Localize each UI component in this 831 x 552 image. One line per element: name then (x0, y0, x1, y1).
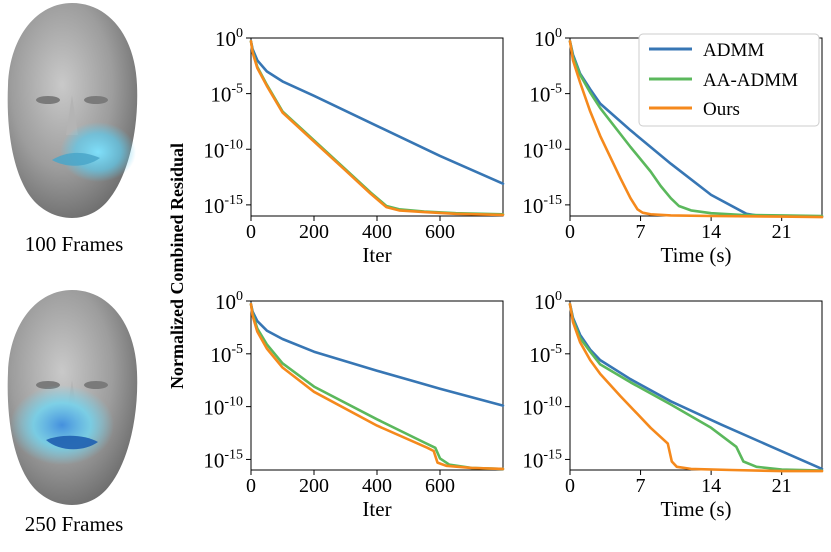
series-line-admm (249, 39, 505, 185)
series-line-aa-admm (568, 39, 824, 218)
legend: ADMM AA-ADMM Ours (638, 33, 820, 127)
x-axis-label: Iter (362, 497, 391, 521)
x-tick-label: 21 (772, 221, 792, 243)
y-tick-label: 10-10 (522, 137, 562, 162)
y-tick-exponent: -10 (224, 395, 243, 410)
y-tick-label: 10-5 (529, 342, 562, 367)
caption-100-frames: 100 Frames (24, 232, 124, 256)
x-axis-label: Time (s) (661, 497, 732, 521)
x-tick-label: 600 (425, 221, 455, 243)
x-axis-label: Iter (362, 243, 391, 267)
legend-entry-aa-admm: AA-ADMM (649, 70, 798, 91)
x-tick-label: 14 (701, 475, 721, 497)
y-tick-label: 10-15 (522, 193, 562, 218)
x-tick-label: 600 (425, 475, 455, 497)
y-tick-exponent: -5 (231, 342, 243, 357)
series-line-aa-admm (249, 302, 505, 471)
y-tick-label: 10-5 (210, 342, 243, 367)
legend-label-ours: Ours (703, 99, 740, 120)
x-tick-label: 0 (565, 475, 575, 497)
y-tick-exponent: -5 (550, 342, 562, 357)
series-line-admm (249, 302, 505, 407)
y-tick-exponent: -10 (543, 395, 562, 410)
y-tick-label: 10-5 (210, 82, 243, 107)
y-tick-exponent: 0 (236, 289, 243, 304)
x-tick-label: 21 (772, 475, 792, 497)
series-line-aa-admm (249, 39, 505, 216)
series-line-ours (249, 39, 505, 217)
y-tick-label: 10-15 (522, 447, 562, 472)
face-render-100-frames (7, 3, 138, 218)
axes-frame (569, 300, 823, 471)
x-tick-label: 7 (636, 221, 646, 243)
face-render-250-frames (7, 290, 138, 505)
x-axis-label: Time (s) (661, 243, 732, 267)
caption-250-frames: 250 Frames (24, 512, 124, 536)
x-tick-label: 0 (246, 221, 256, 243)
x-tick-label: 0 (246, 475, 256, 497)
legend-entry-admm: ADMM (649, 40, 764, 61)
series-line-aa-admm (568, 302, 824, 472)
series-line-admm (568, 302, 824, 471)
y-tick-exponent: -10 (224, 137, 243, 152)
legend-entry-ours: Ours (649, 99, 740, 120)
y-tick-label: 100 (534, 26, 562, 51)
shared-ylabel: Normalized Combined Residual (167, 143, 187, 389)
x-tick-label: 400 (362, 221, 392, 243)
y-tick-exponent: 0 (236, 26, 243, 41)
y-tick-exponent: -5 (550, 82, 562, 97)
y-tick-label: 10-10 (203, 137, 243, 162)
y-tick-exponent: -15 (543, 193, 562, 208)
legend-label-aa-admm: AA-ADMM (703, 70, 798, 91)
axes-frame (250, 300, 504, 471)
x-tick-label: 7 (636, 475, 646, 497)
y-tick-exponent: -15 (224, 447, 243, 462)
legend-label-admm: ADMM (703, 40, 764, 61)
x-tick-label: 14 (701, 221, 721, 243)
y-tick-exponent: -15 (543, 447, 562, 462)
series-line-ours (568, 302, 824, 473)
y-tick-label: 100 (215, 289, 243, 314)
y-tick-exponent: -15 (224, 193, 243, 208)
y-tick-exponent: -10 (543, 137, 562, 152)
y-tick-label: 10-15 (203, 447, 243, 472)
x-tick-label: 200 (299, 221, 329, 243)
y-tick-label: 10-5 (529, 82, 562, 107)
y-tick-label: 100 (215, 26, 243, 51)
y-tick-label: 10-10 (203, 395, 243, 420)
x-tick-label: 200 (299, 475, 329, 497)
series-line-ours (249, 302, 505, 471)
y-tick-exponent: -5 (231, 82, 243, 97)
y-tick-exponent: 0 (555, 26, 562, 41)
series-line-ours (568, 39, 824, 219)
y-tick-label: 100 (534, 289, 562, 314)
y-tick-label: 10-10 (522, 395, 562, 420)
y-tick-exponent: 0 (555, 289, 562, 304)
x-tick-label: 0 (565, 221, 575, 243)
x-tick-label: 400 (362, 475, 392, 497)
y-tick-label: 10-15 (203, 193, 243, 218)
